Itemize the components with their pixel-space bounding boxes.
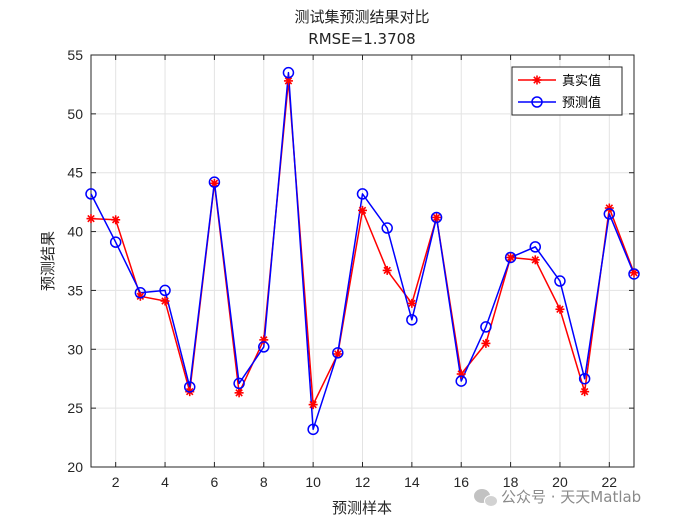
y-tick-label: 25 (67, 400, 83, 416)
data-point-series-2 (504, 251, 517, 264)
x-tick-label: 4 (161, 474, 169, 490)
data-point-series-1 (432, 212, 442, 222)
watermark-text: 公众号 · 天天Matlab (501, 488, 641, 506)
y-tick-label: 55 (67, 47, 83, 63)
data-point-series-1 (358, 205, 367, 215)
data-point-series-2 (183, 381, 196, 393)
data-point-series-1 (111, 215, 121, 225)
data-point-series-2 (554, 275, 566, 287)
data-point-series-2 (233, 377, 245, 390)
data-point-series-2 (480, 321, 492, 333)
legend-asterisk-marker (532, 75, 542, 85)
legend-label-series-2: 预测值 (562, 95, 601, 111)
chart-title: 测试集预测结果对比 (294, 8, 429, 26)
data-point-series-2 (356, 188, 369, 200)
x-tick-label: 16 (453, 474, 469, 490)
data-point-series-1 (234, 388, 244, 398)
legend-box (511, 66, 623, 116)
data-point-series-1 (604, 203, 614, 213)
legend-asterisk-glyph (532, 75, 542, 85)
data-point-series-2 (381, 222, 393, 234)
x-tick-label: 18 (503, 474, 519, 490)
x-axis-label: 预测样本 (332, 499, 392, 517)
x-tick-label: 2 (112, 474, 120, 490)
data-point-series-1 (629, 268, 639, 278)
y-tick-label: 20 (67, 459, 83, 475)
series-line-2 (90, 71, 635, 431)
y-tick-label: 40 (67, 224, 83, 240)
data-point-series-2 (332, 347, 344, 359)
data-point-series-2 (307, 423, 319, 436)
y-tick-label: 50 (67, 106, 83, 122)
data-point-series-1 (481, 338, 491, 348)
data-point-series-2 (85, 188, 97, 200)
data-point-series-1 (530, 255, 540, 265)
wechat-icon (474, 489, 498, 507)
data-point-series-1 (506, 252, 516, 262)
x-axis: 2 4 6 8 10 12 14 16 18 20 22 (112, 55, 618, 490)
data-point-series-1 (382, 265, 392, 275)
y-tick-label: 30 (67, 341, 83, 357)
x-tick-label: 8 (260, 474, 268, 490)
x-tick-label: 12 (355, 474, 371, 490)
data-point-series-1 (86, 214, 96, 224)
x-tick-label: 22 (602, 474, 618, 490)
data-point-series-2 (430, 211, 443, 224)
data-point-series-1 (407, 298, 417, 308)
data-point-series-2 (159, 284, 171, 297)
series-markers (85, 66, 640, 436)
data-point-series-1 (160, 296, 170, 306)
y-tick-label: 35 (67, 282, 83, 298)
data-point-series-2 (628, 268, 640, 280)
y-axis: 20 25 30 35 40 45 50 55 (67, 47, 634, 475)
data-point-series-2 (455, 375, 467, 387)
data-point-series-1 (333, 349, 343, 359)
watermark: 公众号 · 天天Matlab (474, 488, 641, 507)
data-point-series-2 (603, 208, 616, 220)
y-axis-label: 预测结果 (39, 231, 57, 291)
data-point-series-2 (134, 287, 147, 299)
x-tick-label: 6 (211, 474, 219, 490)
data-point-series-2 (578, 372, 591, 385)
data-point-series-1 (555, 304, 565, 314)
y-tick-label: 45 (67, 165, 83, 181)
x-tick-label: 20 (552, 474, 568, 490)
legend-label-series-1: 真实值 (562, 73, 601, 89)
x-tick-label: 14 (404, 474, 420, 490)
data-point-series-1 (308, 400, 318, 410)
legend-circle-marker (531, 96, 543, 108)
data-point-series-2 (282, 66, 295, 79)
data-point-series-2 (406, 314, 418, 326)
data-point-series-2 (109, 236, 122, 248)
chart-subtitle: RMSE=1.3708 (308, 30, 415, 48)
data-point-series-2 (258, 341, 270, 353)
data-point-series-1 (580, 387, 590, 397)
data-point-series-2 (529, 241, 542, 253)
legend: 真实值 预测值 (511, 66, 623, 116)
data-point-series-2 (208, 176, 221, 188)
x-tick-label: 10 (305, 474, 321, 490)
data-point-series-1 (209, 178, 219, 188)
